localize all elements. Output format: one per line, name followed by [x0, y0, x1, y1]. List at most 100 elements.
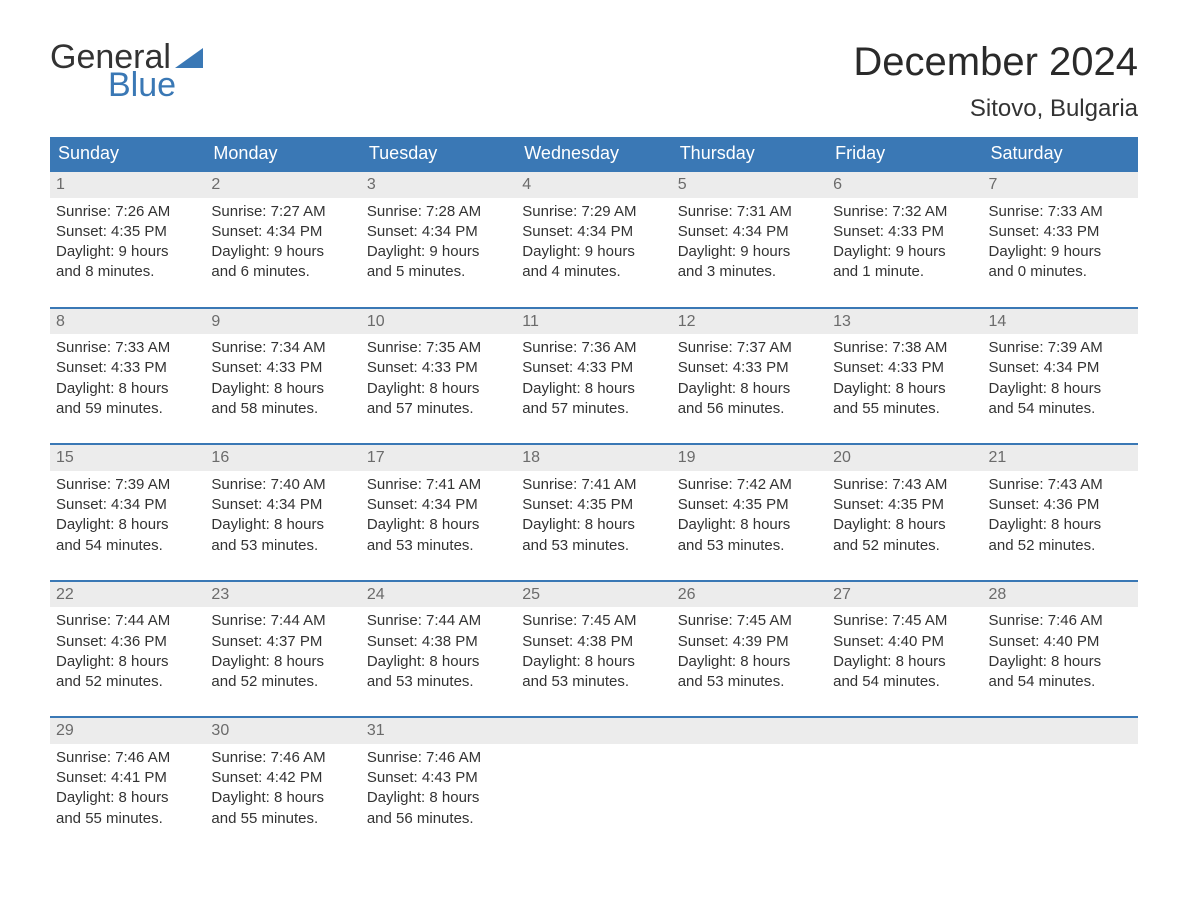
- calendar-cell: 10Sunrise: 7:35 AMSunset: 4:33 PMDayligh…: [361, 309, 516, 426]
- cell-body: Sunrise: 7:38 AMSunset: 4:33 PMDaylight:…: [827, 334, 982, 425]
- daylight-text: and 56 minutes.: [678, 399, 821, 419]
- daylight-text: and 6 minutes.: [211, 262, 354, 282]
- cell-body: Sunrise: 7:45 AMSunset: 4:40 PMDaylight:…: [827, 607, 982, 698]
- daylight-text: Daylight: 8 hours: [833, 515, 976, 535]
- brand-word2: Blue: [50, 68, 203, 102]
- sunrise-text: Sunrise: 7:31 AM: [678, 202, 821, 222]
- cell-body: Sunrise: 7:26 AMSunset: 4:35 PMDaylight:…: [50, 198, 205, 289]
- daylight-text: and 54 minutes.: [989, 672, 1132, 692]
- day-header-row: SundayMondayTuesdayWednesdayThursdayFrid…: [50, 137, 1138, 170]
- week-row: 1Sunrise: 7:26 AMSunset: 4:35 PMDaylight…: [50, 170, 1138, 289]
- calendar-cell: 30Sunrise: 7:46 AMSunset: 4:42 PMDayligh…: [205, 718, 360, 835]
- day-number: 29: [50, 718, 205, 744]
- daylight-text: and 53 minutes.: [367, 536, 510, 556]
- cell-body: Sunrise: 7:43 AMSunset: 4:36 PMDaylight:…: [983, 471, 1138, 562]
- sunset-text: Sunset: 4:35 PM: [56, 222, 199, 242]
- daylight-text: Daylight: 8 hours: [211, 515, 354, 535]
- day-number: 27: [827, 582, 982, 608]
- daylight-text: Daylight: 8 hours: [989, 515, 1132, 535]
- calendar-cell: 26Sunrise: 7:45 AMSunset: 4:39 PMDayligh…: [672, 582, 827, 699]
- daylight-text: and 53 minutes.: [678, 672, 821, 692]
- sunset-text: Sunset: 4:33 PM: [211, 358, 354, 378]
- calendar: SundayMondayTuesdayWednesdayThursdayFrid…: [50, 137, 1138, 835]
- cell-body: Sunrise: 7:33 AMSunset: 4:33 PMDaylight:…: [50, 334, 205, 425]
- sunset-text: Sunset: 4:38 PM: [367, 632, 510, 652]
- day-header: Friday: [827, 137, 982, 170]
- calendar-cell: [672, 718, 827, 835]
- daylight-text: Daylight: 8 hours: [211, 788, 354, 808]
- daylight-text: and 53 minutes.: [678, 536, 821, 556]
- sunset-text: Sunset: 4:34 PM: [989, 358, 1132, 378]
- day-number: 8: [50, 309, 205, 335]
- daylight-text: Daylight: 9 hours: [989, 242, 1132, 262]
- cell-body: Sunrise: 7:41 AMSunset: 4:35 PMDaylight:…: [516, 471, 671, 562]
- sunrise-text: Sunrise: 7:44 AM: [56, 611, 199, 631]
- day-number: 16: [205, 445, 360, 471]
- sunset-text: Sunset: 4:33 PM: [989, 222, 1132, 242]
- sunrise-text: Sunrise: 7:39 AM: [989, 338, 1132, 358]
- sunrise-text: Sunrise: 7:33 AM: [56, 338, 199, 358]
- daylight-text: and 53 minutes.: [211, 536, 354, 556]
- daylight-text: Daylight: 8 hours: [211, 379, 354, 399]
- sunrise-text: Sunrise: 7:34 AM: [211, 338, 354, 358]
- calendar-cell: 2Sunrise: 7:27 AMSunset: 4:34 PMDaylight…: [205, 172, 360, 289]
- daylight-text: and 57 minutes.: [367, 399, 510, 419]
- calendar-cell: 14Sunrise: 7:39 AMSunset: 4:34 PMDayligh…: [983, 309, 1138, 426]
- sunset-text: Sunset: 4:35 PM: [522, 495, 665, 515]
- daylight-text: and 54 minutes.: [56, 536, 199, 556]
- sunset-text: Sunset: 4:34 PM: [367, 222, 510, 242]
- day-header: Monday: [205, 137, 360, 170]
- cell-body: Sunrise: 7:45 AMSunset: 4:38 PMDaylight:…: [516, 607, 671, 698]
- sunrise-text: Sunrise: 7:45 AM: [522, 611, 665, 631]
- daylight-text: Daylight: 8 hours: [56, 788, 199, 808]
- cell-body: Sunrise: 7:46 AMSunset: 4:40 PMDaylight:…: [983, 607, 1138, 698]
- cell-body: Sunrise: 7:34 AMSunset: 4:33 PMDaylight:…: [205, 334, 360, 425]
- calendar-cell: 16Sunrise: 7:40 AMSunset: 4:34 PMDayligh…: [205, 445, 360, 562]
- cell-body: Sunrise: 7:40 AMSunset: 4:34 PMDaylight:…: [205, 471, 360, 562]
- daylight-text: Daylight: 9 hours: [367, 242, 510, 262]
- daylight-text: and 0 minutes.: [989, 262, 1132, 282]
- daylight-text: Daylight: 8 hours: [367, 652, 510, 672]
- calendar-cell: 18Sunrise: 7:41 AMSunset: 4:35 PMDayligh…: [516, 445, 671, 562]
- calendar-cell: 31Sunrise: 7:46 AMSunset: 4:43 PMDayligh…: [361, 718, 516, 835]
- sunrise-text: Sunrise: 7:36 AM: [522, 338, 665, 358]
- calendar-cell: 1Sunrise: 7:26 AMSunset: 4:35 PMDaylight…: [50, 172, 205, 289]
- calendar-cell: 28Sunrise: 7:46 AMSunset: 4:40 PMDayligh…: [983, 582, 1138, 699]
- sunrise-text: Sunrise: 7:46 AM: [56, 748, 199, 768]
- daylight-text: Daylight: 8 hours: [522, 515, 665, 535]
- sunrise-text: Sunrise: 7:32 AM: [833, 202, 976, 222]
- sunset-text: Sunset: 4:36 PM: [56, 632, 199, 652]
- day-number: 25: [516, 582, 671, 608]
- sunset-text: Sunset: 4:34 PM: [56, 495, 199, 515]
- cell-body: Sunrise: 7:33 AMSunset: 4:33 PMDaylight:…: [983, 198, 1138, 289]
- daylight-text: Daylight: 8 hours: [211, 652, 354, 672]
- sunrise-text: Sunrise: 7:42 AM: [678, 475, 821, 495]
- day-header: Wednesday: [516, 137, 671, 170]
- sunrise-text: Sunrise: 7:39 AM: [56, 475, 199, 495]
- sunrise-text: Sunrise: 7:46 AM: [211, 748, 354, 768]
- daylight-text: Daylight: 9 hours: [211, 242, 354, 262]
- sunset-text: Sunset: 4:34 PM: [367, 495, 510, 515]
- daylight-text: Daylight: 8 hours: [367, 515, 510, 535]
- daylight-text: and 55 minutes.: [211, 809, 354, 829]
- week-row: 8Sunrise: 7:33 AMSunset: 4:33 PMDaylight…: [50, 307, 1138, 426]
- sunrise-text: Sunrise: 7:46 AM: [989, 611, 1132, 631]
- page-header: General Blue December 2024 Sitovo, Bulga…: [50, 40, 1138, 123]
- sunset-text: Sunset: 4:35 PM: [833, 495, 976, 515]
- day-header: Saturday: [983, 137, 1138, 170]
- calendar-cell: 12Sunrise: 7:37 AMSunset: 4:33 PMDayligh…: [672, 309, 827, 426]
- cell-body: Sunrise: 7:35 AMSunset: 4:33 PMDaylight:…: [361, 334, 516, 425]
- sunset-text: Sunset: 4:33 PM: [678, 358, 821, 378]
- sunset-text: Sunset: 4:36 PM: [989, 495, 1132, 515]
- calendar-cell: 6Sunrise: 7:32 AMSunset: 4:33 PMDaylight…: [827, 172, 982, 289]
- day-number: 14: [983, 309, 1138, 335]
- cell-body: Sunrise: 7:39 AMSunset: 4:34 PMDaylight:…: [983, 334, 1138, 425]
- calendar-cell: 20Sunrise: 7:43 AMSunset: 4:35 PMDayligh…: [827, 445, 982, 562]
- daylight-text: Daylight: 8 hours: [56, 379, 199, 399]
- calendar-cell: 15Sunrise: 7:39 AMSunset: 4:34 PMDayligh…: [50, 445, 205, 562]
- day-header: Thursday: [672, 137, 827, 170]
- calendar-cell: [983, 718, 1138, 835]
- daylight-text: Daylight: 8 hours: [56, 652, 199, 672]
- sunset-text: Sunset: 4:35 PM: [678, 495, 821, 515]
- sunset-text: Sunset: 4:33 PM: [56, 358, 199, 378]
